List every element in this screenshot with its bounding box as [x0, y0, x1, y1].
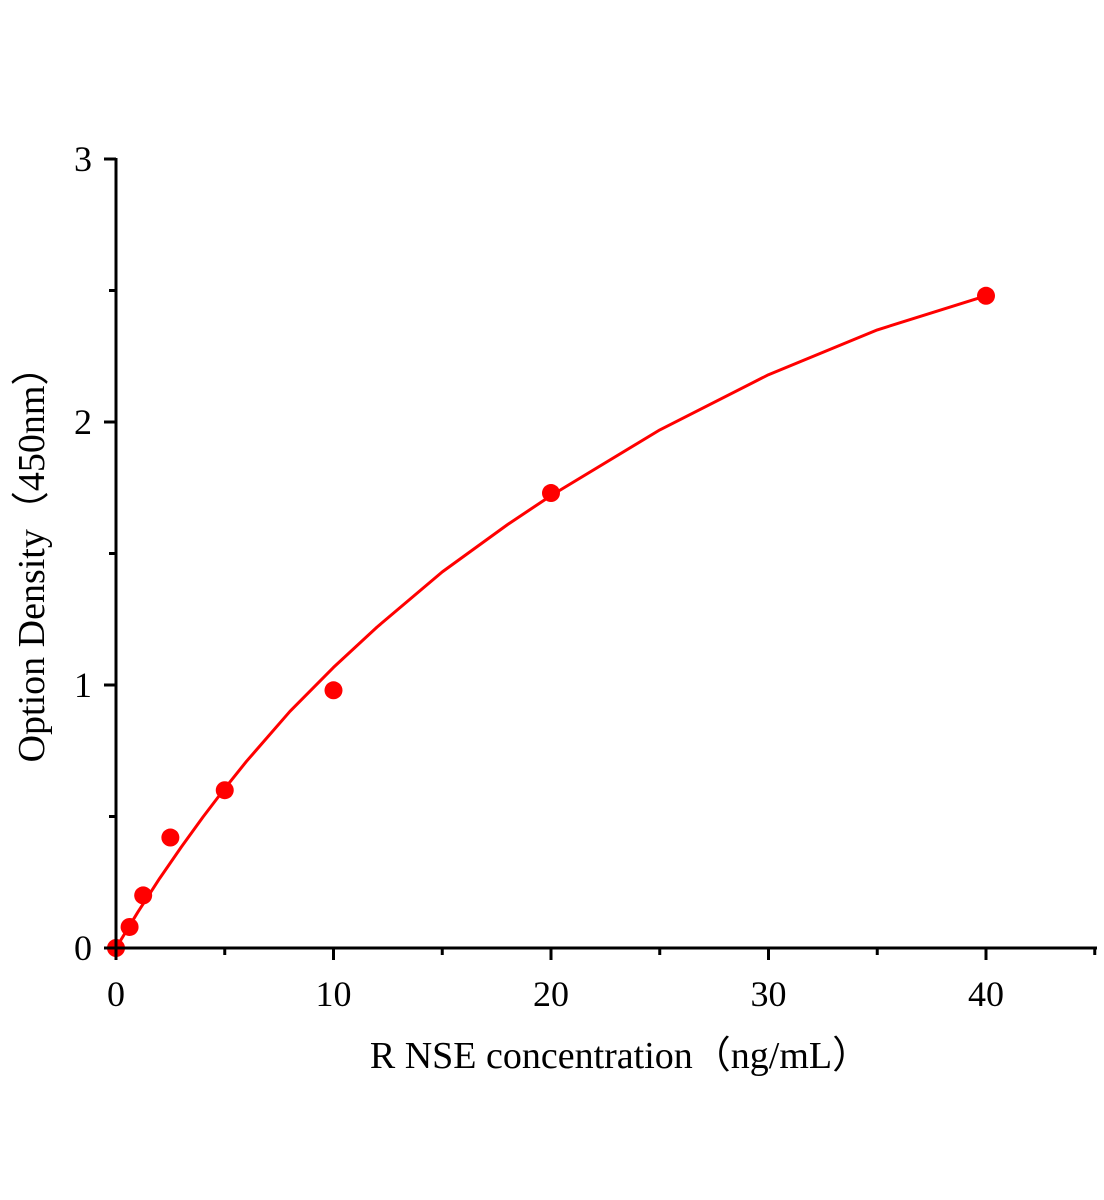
- data-point: [542, 484, 560, 503]
- data-point: [134, 886, 153, 905]
- y-tick-label: 3: [74, 139, 92, 179]
- plot-area: [107, 286, 995, 957]
- data-point: [324, 681, 343, 700]
- y-tick-label: 2: [74, 402, 92, 442]
- x-tick-label: 40: [968, 974, 1004, 1014]
- x-axis-label: R NSE concentration（ng/mL）: [370, 1035, 870, 1077]
- y-tick-label: 0: [74, 928, 92, 968]
- data-point: [120, 917, 139, 936]
- data-point: [161, 828, 180, 847]
- axes: [114, 158, 1097, 950]
- x-tick-label: 0: [107, 974, 125, 1014]
- y-tick-label: 1: [74, 665, 92, 705]
- data-point: [977, 286, 995, 305]
- x-tick-label: 20: [533, 974, 569, 1014]
- y-axis-label: Option Density（450nm）: [11, 348, 53, 763]
- x-tick-label: 10: [316, 974, 352, 1014]
- x-tick-label: 30: [751, 974, 787, 1014]
- fit-curve: [114, 294, 987, 949]
- data-point: [215, 781, 234, 800]
